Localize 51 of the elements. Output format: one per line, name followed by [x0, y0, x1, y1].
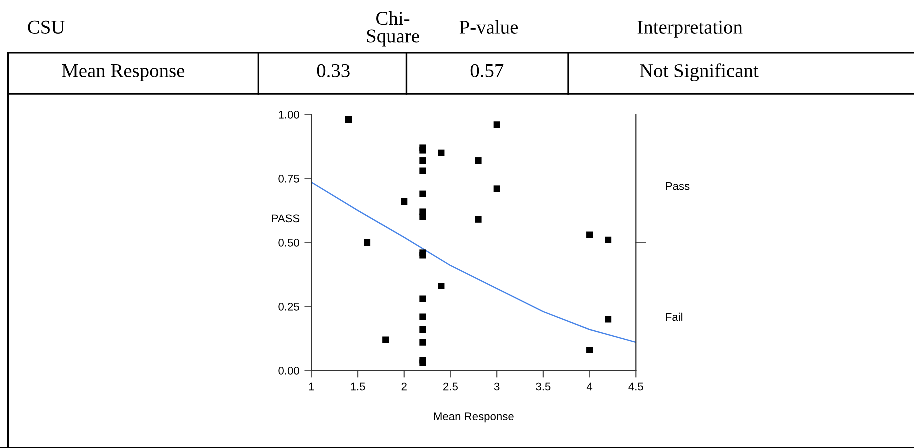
- x-tick-label: 2.5: [444, 382, 458, 391]
- point: [605, 236, 612, 244]
- line-series: [312, 182, 636, 344]
- point: [420, 360, 426, 366]
- text: P-value: [460, 20, 518, 34]
- text: CSU: [28, 20, 65, 34]
- point: [605, 316, 612, 323]
- x-axis-title: Mean Response: [434, 412, 514, 423]
- text: 0.33: [317, 64, 350, 78]
- y-tick-label: 0.00: [278, 366, 300, 375]
- y-tick-label: 0.25: [278, 302, 300, 311]
- text: 0.57: [470, 64, 504, 78]
- point: [420, 314, 426, 320]
- text: Mean Response: [62, 64, 185, 82]
- point: [346, 116, 352, 124]
- point: [494, 122, 500, 128]
- point: [586, 232, 594, 238]
- y-tick-label: 0.50: [278, 238, 300, 247]
- text: Pass: [666, 182, 690, 190]
- point: [420, 296, 426, 302]
- point: [494, 186, 500, 192]
- point: [475, 216, 482, 223]
- point: [420, 326, 426, 334]
- point: [475, 158, 482, 164]
- point: [420, 214, 426, 220]
- text: Fail: [666, 312, 683, 322]
- y-tick-label: 0.75: [278, 174, 300, 183]
- point: [420, 252, 426, 259]
- x-tick-label: 2: [402, 382, 407, 391]
- x-tick-label: 1.5: [351, 382, 366, 391]
- point: [438, 282, 445, 290]
- x-tick-label: 3: [494, 382, 500, 391]
- point: [420, 168, 426, 174]
- text: Chi- Square: [367, 11, 420, 47]
- y-axis-title: PASS: [272, 214, 300, 223]
- point: [401, 198, 408, 205]
- y-tick-label: 1.00: [279, 110, 300, 119]
- x-tick-label: 3.5: [536, 382, 551, 391]
- point: [586, 346, 594, 354]
- point: [420, 158, 426, 164]
- x-tick-label: 1: [309, 382, 314, 391]
- point: [420, 190, 426, 198]
- point: [364, 239, 371, 246]
- x-tick-label: 4.5: [628, 382, 644, 391]
- x-tick-label: 4: [586, 382, 593, 391]
- point: [382, 336, 390, 344]
- text: Interpretation: [638, 20, 743, 38]
- point: [420, 147, 426, 154]
- point: [420, 339, 426, 346]
- point: [438, 150, 445, 156]
- text: Not Significant: [640, 64, 759, 82]
